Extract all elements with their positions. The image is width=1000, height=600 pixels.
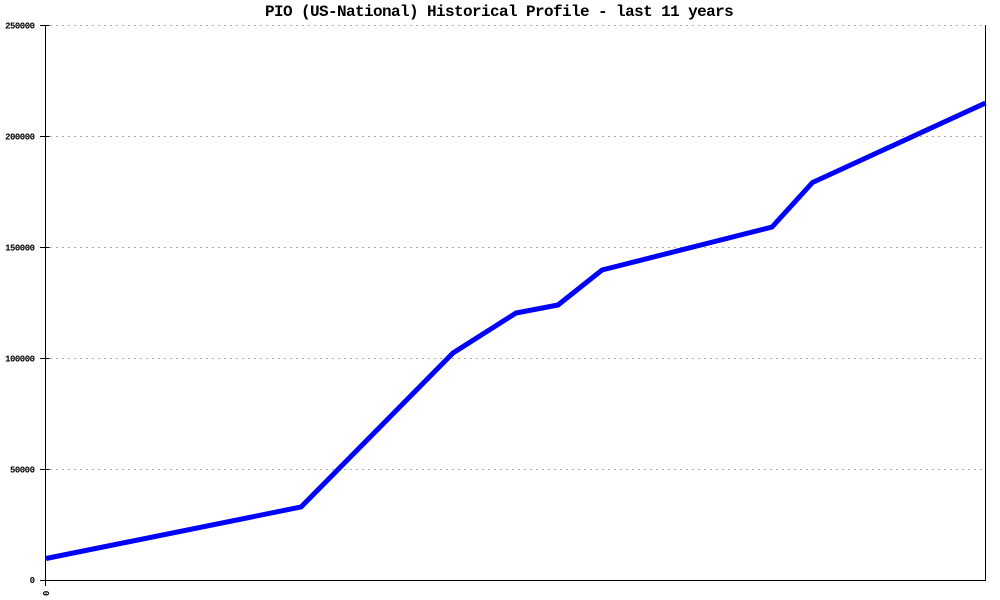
- svg-text:PIO (US-National) Historical P: PIO (US-National) Historical Profile - l…: [265, 3, 733, 21]
- svg-text:0: 0: [30, 576, 35, 586]
- svg-text:200000: 200000: [5, 133, 35, 143]
- svg-text:250000: 250000: [5, 22, 35, 32]
- svg-text:0: 0: [40, 591, 50, 596]
- svg-text:50000: 50000: [10, 466, 35, 476]
- svg-text:100000: 100000: [5, 355, 35, 365]
- svg-text:150000: 150000: [5, 244, 35, 254]
